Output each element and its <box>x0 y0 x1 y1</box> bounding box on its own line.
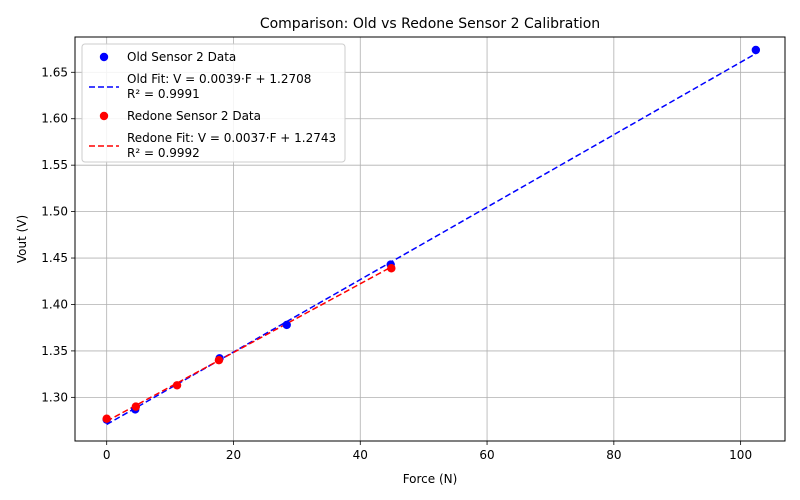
chart-title: Comparison: Old vs Redone Sensor 2 Calib… <box>260 16 600 32</box>
y-tick-label: 1.65 <box>41 65 68 79</box>
series-layer <box>102 45 761 426</box>
legend: Old Sensor 2 Data Old Fit: V = 0.0039·F +… <box>81 43 346 163</box>
y-tick-label: 1.30 <box>41 390 68 404</box>
grid <box>75 37 785 441</box>
x-tick-label: 60 <box>479 448 494 462</box>
x-tick-label: 100 <box>729 448 752 462</box>
y-tick-label: 1.35 <box>41 344 68 358</box>
x-tick-label: 20 <box>226 448 241 462</box>
legend-marker <box>99 111 109 121</box>
x-tick-label: 80 <box>606 448 621 462</box>
x-axis: 0 20 40 60 80 100 <box>103 441 752 462</box>
data-point <box>751 45 761 55</box>
legend-label: Old Fit: V = 0.0039·F + 1.2708 <box>127 72 311 86</box>
data-point <box>102 414 111 423</box>
series-1 <box>106 52 757 426</box>
y-axis-title: Vout (V) <box>15 215 29 263</box>
legend-item: Old Sensor 2 Data <box>99 50 236 64</box>
legend-label-r2: R² = 0.9991 <box>127 87 200 101</box>
y-axis: 1.30 1.35 1.40 1.45 1.50 1.55 1.60 1.65 <box>41 65 75 404</box>
legend-label: Redone Sensor 2 Data <box>127 109 261 123</box>
legend-label-r2: R² = 0.9992 <box>127 146 200 160</box>
legend-item: Redone Sensor 2 Data <box>99 109 261 123</box>
series-2-points <box>102 264 396 423</box>
x-tick-label: 40 <box>353 448 368 462</box>
legend-label: Redone Fit: V = 0.0037·F + 1.2743 <box>127 131 336 145</box>
data-point <box>172 381 182 390</box>
data-point <box>282 320 291 330</box>
series-3 <box>106 266 392 422</box>
fit-line <box>106 52 757 426</box>
y-tick-label: 1.55 <box>41 158 68 172</box>
legend-marker <box>99 52 109 62</box>
data-point <box>214 356 224 365</box>
y-tick-label: 1.60 <box>41 112 68 126</box>
y-tick-label: 1.45 <box>41 251 68 265</box>
y-tick-label: 1.50 <box>41 205 68 219</box>
fit-line <box>106 266 392 422</box>
y-tick-label: 1.40 <box>41 297 68 311</box>
x-tick-label: 0 <box>103 448 111 462</box>
x-axis-title: Force (N) <box>403 472 458 486</box>
legend-box <box>81 43 346 163</box>
plot-frame <box>74 36 786 442</box>
data-point <box>387 264 396 273</box>
data-point <box>131 402 141 411</box>
legend-label: Old Sensor 2 Data <box>127 50 236 64</box>
